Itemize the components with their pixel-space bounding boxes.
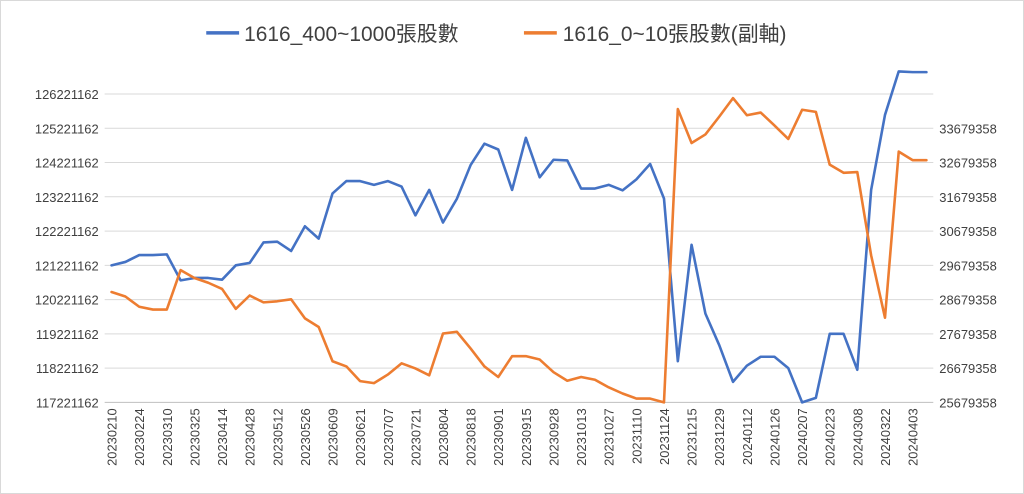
x-tick-label-27: 20240308 <box>850 408 865 466</box>
y-tick-label-9: 126221162 <box>35 87 99 102</box>
x-tick-label-7: 20230526 <box>298 408 313 466</box>
y-axis-left: 117221162 118221162 119221162 120221162 1212… <box>35 87 99 410</box>
x-tick-label-4: 20230414 <box>215 408 230 466</box>
x-tick-label-16: 20230928 <box>546 408 561 466</box>
y-tick-label-7: 124221162 <box>35 156 99 171</box>
gridlines <box>104 93 934 369</box>
x-tick-label-26: 20240223 <box>823 408 838 466</box>
x-tick-label-8: 20230609 <box>326 408 341 466</box>
y-axis-right: 25679358 26679358 27679358 28679358 29679358… <box>939 121 997 410</box>
x-tick-label-20: 20231124 <box>657 408 672 465</box>
x-tick-label-12: 20230804 <box>436 408 451 466</box>
x-tick-label-1: 20230224 <box>132 408 147 466</box>
x-tick-label-11: 20230721 <box>408 408 423 466</box>
y-tick-label-8: 125221162 <box>35 121 99 136</box>
y-tick-label-0: 117221162 <box>36 395 99 410</box>
y-tick-label-2: 119221162 <box>36 327 99 342</box>
x-tick-label-0: 20230210 <box>105 408 120 466</box>
x-tick-label-9: 20230621 <box>353 408 368 466</box>
x-tick-label-14: 20230901 <box>491 408 506 466</box>
y2-tick-label-6: 31679358 <box>939 190 997 205</box>
legend: 1616_400~1000張股數 1616_0~10張股數(副軸) <box>206 23 786 46</box>
y2-tick-label-8: 33679358 <box>939 121 997 136</box>
y2-tick-label-5: 30679358 <box>939 224 997 239</box>
y2-tick-label-1: 26679358 <box>939 361 997 376</box>
x-tick-label-18: 20231027 <box>602 408 617 466</box>
legend-label-0: 1616_400~1000張股數 <box>244 23 459 46</box>
y2-tick-label-4: 29679358 <box>939 258 997 273</box>
series-line-1 <box>110 96 928 404</box>
y2-tick-label-7: 32679358 <box>939 156 997 171</box>
y-tick-label-5: 122221162 <box>35 224 99 239</box>
x-tick-label-3: 20230325 <box>187 408 202 466</box>
x-tick-label-2: 20230310 <box>160 408 175 466</box>
series-line-0 <box>110 70 928 404</box>
y-tick-label-1: 118221162 <box>36 361 99 376</box>
x-tick-label-24: 20240126 <box>767 408 782 466</box>
x-tick-label-17: 20231013 <box>574 408 589 466</box>
x-tick-label-23: 20240112 <box>740 408 755 465</box>
x-tick-label-13: 20230818 <box>464 408 479 466</box>
x-tick-label-29: 20240403 <box>906 408 921 466</box>
y2-tick-label-2: 27679358 <box>939 327 997 342</box>
series-layer <box>110 70 928 404</box>
y-tick-label-4: 121221162 <box>35 258 99 273</box>
x-tick-label-22: 20231229 <box>712 408 727 466</box>
legend-label-1: 1616_0~10張股數(副軸) <box>563 23 787 46</box>
x-tick-label-28: 20240322 <box>878 408 893 466</box>
x-tick-label-10: 20230707 <box>381 408 396 466</box>
x-tick-label-6: 20230512 <box>270 408 285 466</box>
x-tick-label-25: 20240207 <box>795 408 810 466</box>
x-tick-label-15: 20230915 <box>519 408 534 466</box>
x-axis: 20230210 20230224 20230310 20230325 20230414… <box>105 401 934 466</box>
y-tick-label-3: 120221162 <box>35 293 99 308</box>
y2-tick-label-0: 25679358 <box>939 395 997 410</box>
x-tick-label-21: 20231215 <box>685 408 700 466</box>
x-tick-label-19: 20231110 <box>629 408 644 464</box>
y-tick-label-6: 123221162 <box>35 190 99 205</box>
x-tick-label-5: 20230428 <box>243 408 258 466</box>
y2-tick-label-3: 28679358 <box>939 293 997 308</box>
